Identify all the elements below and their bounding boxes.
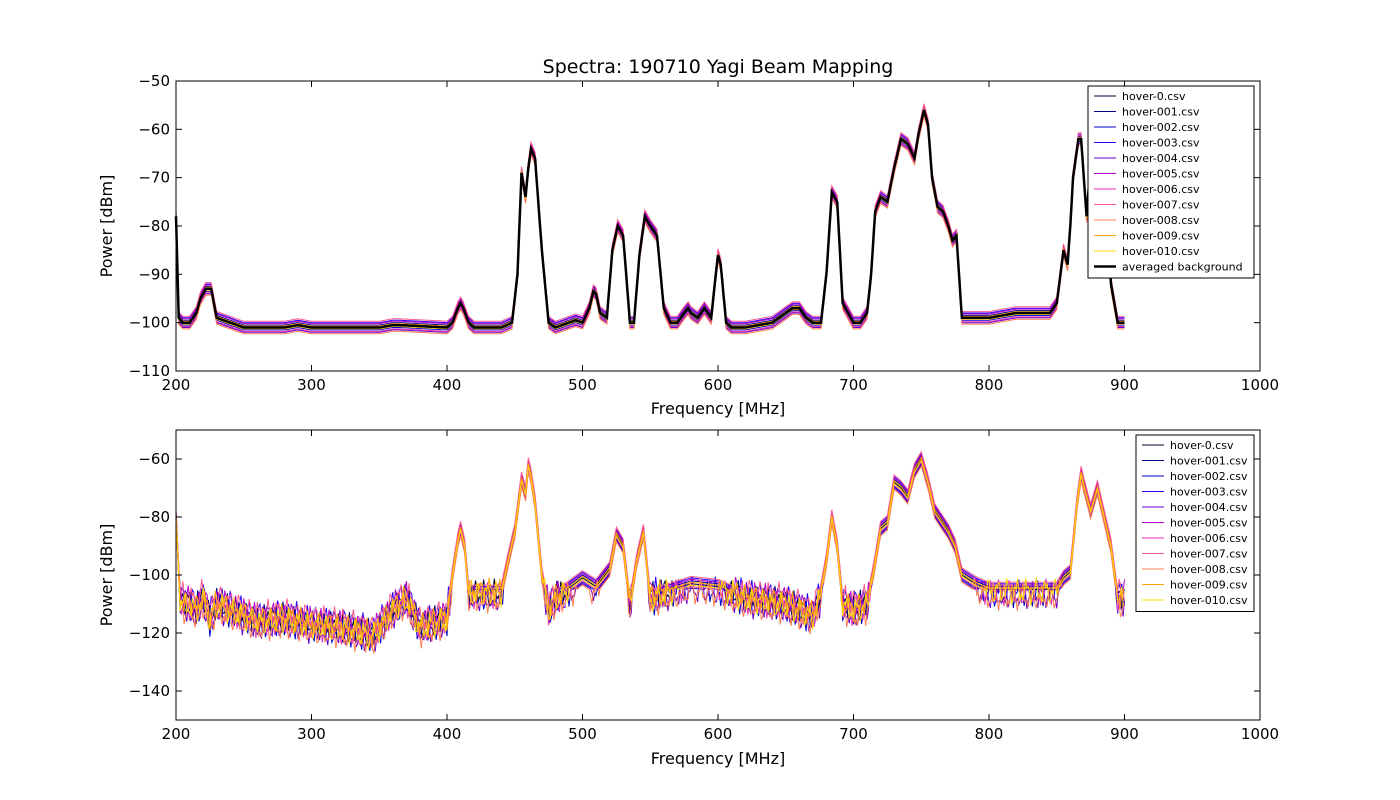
- top-x-axis-label: Frequency [MHz]: [651, 399, 785, 418]
- x-tick-label: 200: [162, 725, 191, 743]
- legend-entry: hover-006.csv: [1170, 532, 1248, 545]
- legend-entry: hover-0.csv: [1170, 439, 1234, 452]
- legend-entry: hover-008.csv: [1170, 563, 1248, 576]
- legend-entry: hover-006.csv: [1122, 183, 1200, 196]
- x-tick-label: 1000: [1241, 376, 1279, 394]
- series-line: [175, 114, 1125, 333]
- x-tick-label: 400: [433, 376, 462, 394]
- y-tick-label: −90: [138, 265, 170, 283]
- x-tick-label: 1000: [1241, 725, 1279, 743]
- bottom-plot-frame: [175, 429, 1261, 721]
- series-line: [175, 465, 1125, 655]
- legend-entry: hover-004.csv: [1170, 501, 1248, 514]
- series-line: [175, 116, 1125, 335]
- legend-entry: hover-010.csv: [1122, 245, 1200, 258]
- y-tick-label: −50: [138, 72, 170, 90]
- y-tick-label: −60: [138, 450, 170, 468]
- legend-entry: hover-009.csv: [1122, 230, 1200, 243]
- legend-entry: hover-007.csv: [1122, 199, 1200, 212]
- series-line: [175, 105, 1125, 325]
- x-tick-label: 900: [1110, 725, 1139, 743]
- legend-entry: averaged background: [1122, 261, 1243, 274]
- series-line: [175, 456, 1125, 648]
- bottom-axis-ticks: 200 300 400 500 600 700 800 900 1000 −140 −120 −100…: [129, 430, 1279, 743]
- y-tick-label: −80: [138, 508, 170, 526]
- legend-entry: hover-003.csv: [1170, 486, 1248, 499]
- x-tick-label: 200: [162, 376, 191, 394]
- series-line: [175, 103, 1125, 322]
- legend-entry: hover-002.csv: [1122, 121, 1200, 134]
- legend-entry: hover-001.csv: [1122, 106, 1200, 119]
- y-tick-label: −120: [129, 624, 170, 642]
- series-line: [175, 112, 1125, 331]
- legend-entry: hover-004.csv: [1122, 152, 1200, 165]
- top-series-lines: [174, 103, 1125, 335]
- y-tick-label: −60: [138, 120, 170, 138]
- x-tick-label: 700: [839, 725, 868, 743]
- x-tick-label: 500: [568, 725, 597, 743]
- series-line: [174, 109, 1125, 329]
- legend-entry: hover-003.csv: [1122, 137, 1200, 150]
- y-tick-label: −110: [129, 362, 170, 380]
- series-line: [175, 105, 1125, 324]
- x-tick-label: 500: [568, 376, 597, 394]
- top-y-axis-label: Power [dBm]: [97, 175, 116, 278]
- top-axis-ticks: 200 300 400 500 600 700 800 900 1000 −110 −100 −90 −…: [129, 72, 1279, 394]
- legend-entry: hover-008.csv: [1122, 214, 1200, 227]
- bottom-x-axis-label: Frequency [MHz]: [651, 749, 785, 768]
- legend-entry: hover-002.csv: [1170, 470, 1248, 483]
- legend-entry: hover-001.csv: [1170, 455, 1248, 468]
- x-tick-label: 900: [1110, 376, 1139, 394]
- y-tick-label: −80: [138, 217, 170, 235]
- y-tick-label: −70: [138, 169, 170, 187]
- bottom-panel: 200 300 400 500 600 700 800 900 1000 −140 −120 −100…: [97, 429, 1279, 768]
- legend-entry: hover-009.csv: [1170, 579, 1248, 592]
- y-tick-label: −100: [129, 566, 170, 584]
- legend-entry: hover-005.csv: [1170, 517, 1248, 530]
- legend-entry: hover-010.csv: [1170, 594, 1248, 607]
- series-line: [175, 451, 1125, 642]
- bottom-series-lines: [175, 450, 1125, 655]
- x-tick-label: 300: [297, 725, 326, 743]
- chart-title: Spectra: 190710 Yagi Beam Mapping: [543, 56, 894, 78]
- x-tick-label: 400: [433, 725, 462, 743]
- x-tick-label: 600: [704, 725, 733, 743]
- series-line: [175, 107, 1125, 326]
- y-tick-label: −100: [129, 314, 170, 332]
- legend-entry: hover-007.csv: [1170, 548, 1248, 561]
- x-tick-label: 800: [975, 725, 1004, 743]
- series-line: [175, 113, 1125, 332]
- series-line: [175, 108, 1125, 327]
- x-tick-label: 600: [704, 376, 733, 394]
- bottom-legend: hover-0.csv hover-001.csv hover-002.csv hov…: [1135, 434, 1255, 612]
- series-line: [175, 459, 1125, 650]
- legend-box: [1135, 434, 1255, 612]
- legend-box: [1087, 85, 1255, 279]
- x-tick-label: 300: [297, 376, 326, 394]
- y-tick-label: −140: [129, 682, 170, 700]
- top-panel: Spectra: 190710 Yagi Beam Mapping 200 300…: [97, 56, 1279, 418]
- x-tick-label: 800: [975, 376, 1004, 394]
- legend-entry: hover-005.csv: [1122, 168, 1200, 181]
- top-legend: hover-0.csv hover-001.csv hover-002.csv hov…: [1087, 85, 1255, 279]
- bottom-y-axis-label: Power [dBm]: [97, 524, 116, 627]
- legend-entry: hover-0.csv: [1122, 90, 1186, 103]
- x-tick-label: 700: [839, 376, 868, 394]
